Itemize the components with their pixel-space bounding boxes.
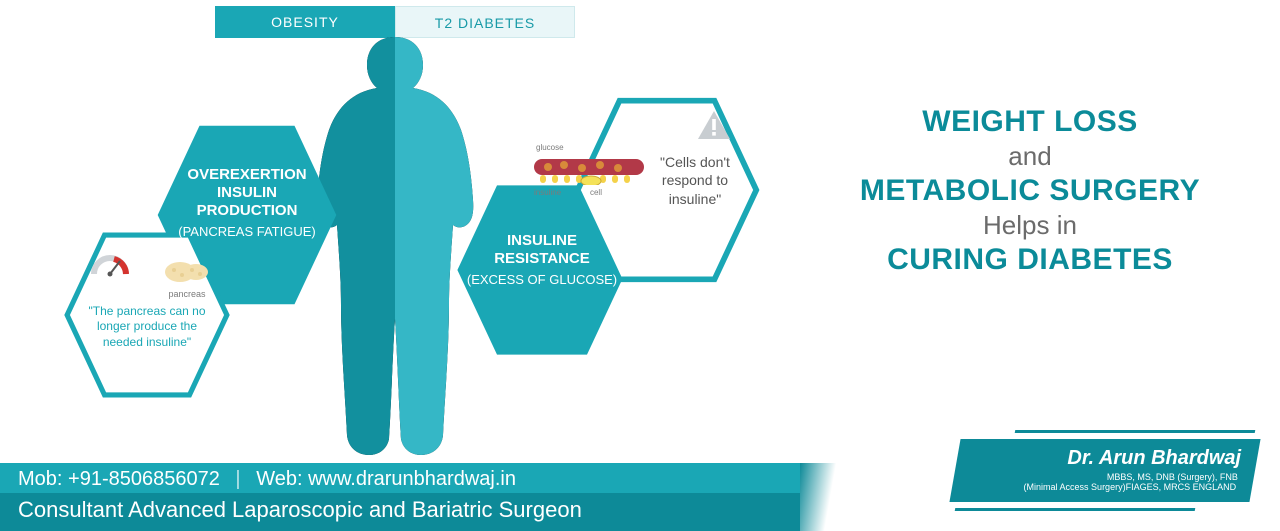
doctor-quals-2: (Minimal Access Surgery)FIAGES, MRCS ENG… — [968, 482, 1236, 492]
hex-pancreas-quote: pancreas "The pancreas can no longer pro… — [62, 230, 232, 380]
hex-resistance-sub: (EXCESS OF GLUCOSE) — [466, 272, 618, 287]
doctor-quals-1: MBBS, MS, DNB (Surgery), FNB — [970, 472, 1238, 482]
hex-pancreas-text: "The pancreas can no longer produce the … — [76, 304, 218, 351]
surgeon-title: Consultant Advanced Laparoscopic and Bar… — [0, 493, 800, 531]
web-label: Web: — [256, 468, 302, 490]
cell-label: cell — [590, 188, 602, 197]
doctor-card: Dr. Arun Bhardwaj MBBS, MS, DNB (Surgery… — [955, 430, 1255, 511]
cell-membrane-icon: glucose insuline cell — [534, 143, 644, 197]
gauge-icon — [90, 248, 130, 278]
headline-line-5: CURING DIABETES — [820, 243, 1240, 277]
pancreas-icon: pancreas — [162, 258, 212, 299]
hex-overexertion-sub: (PANCREAS FATIGUE) — [166, 224, 328, 239]
insuline-label: insuline — [534, 188, 561, 197]
headline-line-4: Helps in — [820, 210, 1240, 241]
headline-line-2: and — [820, 141, 1240, 172]
mob-number: +91-8506856072 — [68, 468, 220, 490]
headline: WEIGHT LOSS and METABOLIC SURGERY Helps … — [820, 105, 1240, 277]
hex-cells-text: "Cells don't respond to insuline" — [654, 153, 736, 208]
headline-line-3: METABOLIC SURGERY — [820, 174, 1240, 208]
hex-resistance-title: INSULINE RESISTANCE — [466, 232, 618, 268]
contact-footer: Mob: +91-8506856072 | Web: www.drarunbha… — [0, 463, 800, 531]
hex-overexertion-title: OVEREXERTION INSULIN PRODUCTION — [166, 166, 328, 220]
headline-line-1: WEIGHT LOSS — [820, 105, 1240, 139]
mob-label: Mob: — [18, 468, 62, 490]
doctor-name: Dr. Arun Bhardwaj — [973, 447, 1241, 470]
warning-icon — [696, 109, 732, 141]
pancreas-label: pancreas — [162, 289, 212, 299]
web-url: www.drarunbhardwaj.in — [308, 468, 516, 490]
glucose-label: glucose — [536, 143, 644, 152]
